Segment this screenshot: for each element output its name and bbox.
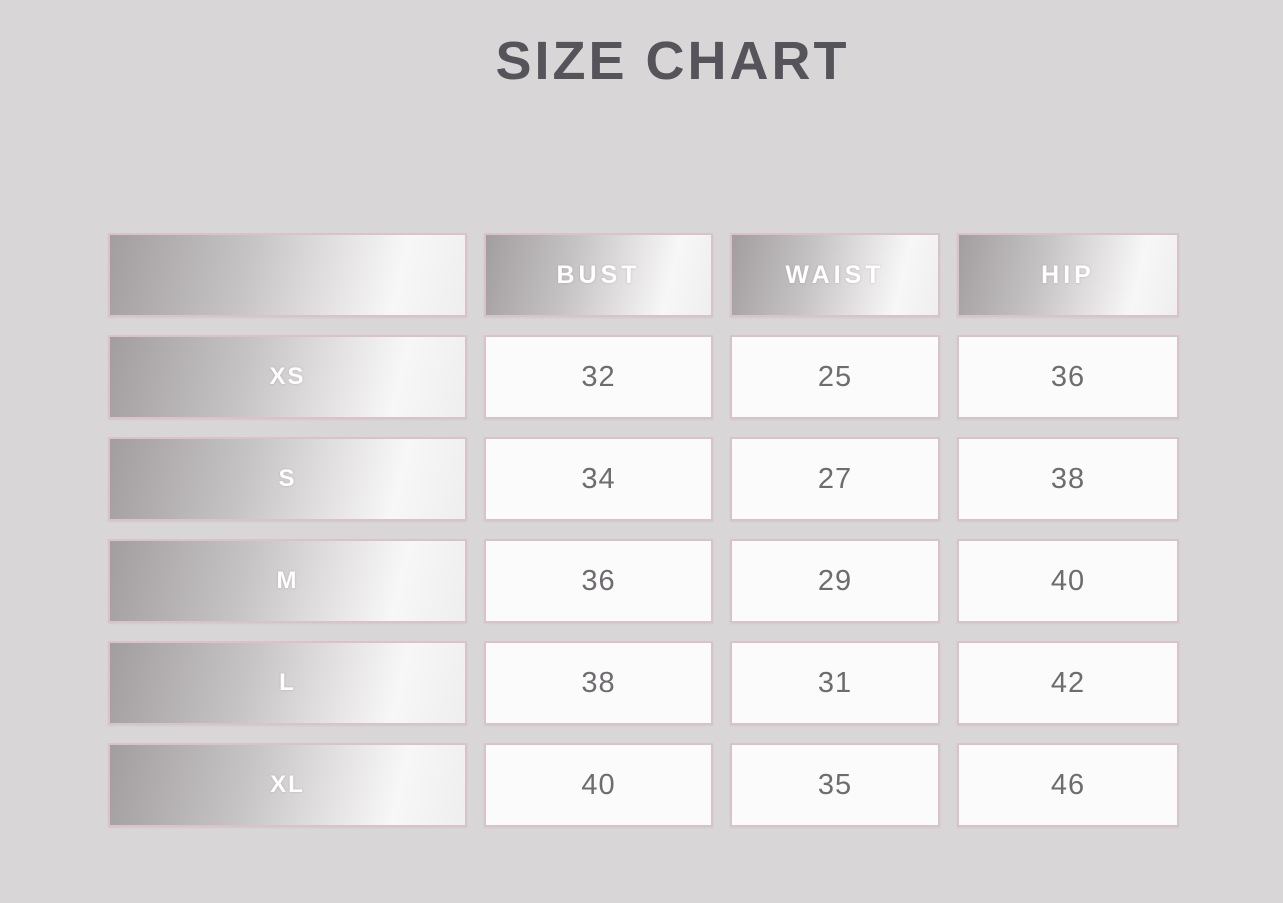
size-label-xs: XS [108, 335, 467, 419]
size-label-m: M [108, 539, 467, 623]
cell-xl-bust: 40 [484, 743, 713, 827]
cell-m-waist: 29 [730, 539, 940, 623]
header-cell-empty [108, 233, 467, 317]
cell-xs-hip: 36 [957, 335, 1179, 419]
cell-xs-bust: 32 [484, 335, 713, 419]
page-title: SIZE CHART [495, 31, 850, 91]
cell-s-hip: 38 [957, 437, 1179, 521]
cell-l-bust: 38 [484, 641, 713, 725]
size-label-s: S [108, 437, 467, 521]
size-label-l: L [108, 641, 467, 725]
header-cell-bust: BUST [484, 233, 713, 317]
cell-s-waist: 27 [730, 437, 940, 521]
cell-s-bust: 34 [484, 437, 713, 521]
cell-xs-waist: 25 [730, 335, 940, 419]
size-chart-table: BUST WAIST HIP XS 32 25 36 S 34 27 38 M … [108, 233, 1179, 827]
cell-xl-waist: 35 [730, 743, 940, 827]
cell-l-hip: 42 [957, 641, 1179, 725]
cell-xl-hip: 46 [957, 743, 1179, 827]
cell-m-hip: 40 [957, 539, 1179, 623]
cell-l-waist: 31 [730, 641, 940, 725]
cell-m-bust: 36 [484, 539, 713, 623]
header-cell-waist: WAIST [730, 233, 940, 317]
header-cell-hip: HIP [957, 233, 1179, 317]
size-label-xl: XL [108, 743, 467, 827]
